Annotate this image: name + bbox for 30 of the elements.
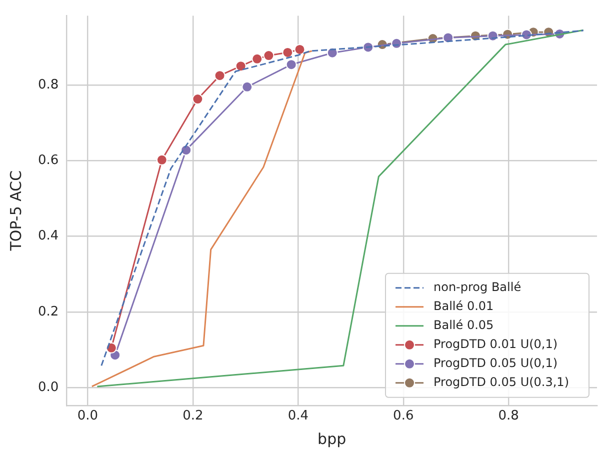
y-tick-label: 0.6 [38, 153, 59, 168]
point [242, 81, 253, 92]
point [235, 60, 246, 72]
point [156, 154, 168, 166]
point [442, 32, 454, 44]
x-axis-title: bpp [318, 430, 346, 448]
y-tick-label: 0.0 [38, 380, 59, 395]
point [282, 46, 294, 58]
x-tick-label: 0.0 [77, 408, 98, 424]
point [252, 53, 263, 64]
point [106, 342, 117, 354]
legend-label: ProgDTD 0.05 U(0,1) [434, 356, 558, 370]
point [192, 94, 204, 105]
x-tick-label: 0.8 [498, 408, 519, 424]
x-tick-label: 0.4 [288, 408, 309, 424]
point [263, 50, 274, 62]
legend-label: ProgDTD 0.05 U(0.3,1) [434, 375, 570, 390]
point [286, 59, 297, 70]
point [294, 44, 306, 55]
legend-label: Ballé 0.05 [434, 318, 494, 332]
legend-label: ProgDTD 0.01 U(0,1) [434, 337, 558, 352]
legend-label: non-prog Ballé [434, 280, 522, 294]
legend-label: Ballé 0.01 [434, 299, 494, 314]
x-tick-label: 0.2 [182, 408, 204, 424]
y-axis-title: TOP-5 ACC [6, 170, 25, 252]
y-tick-label: 0.4 [38, 228, 59, 244]
x-tick-label: 0.6 [393, 408, 414, 424]
point [214, 70, 226, 82]
y-tick-label: 0.8 [38, 77, 59, 92]
y-tick-label: 0.2 [38, 304, 59, 320]
